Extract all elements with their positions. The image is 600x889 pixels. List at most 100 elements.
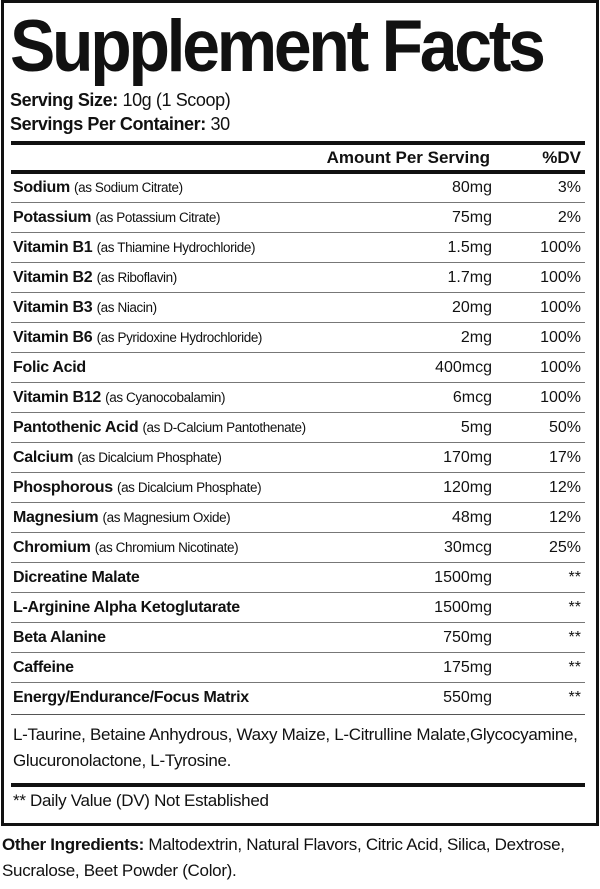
nutrient-amount: 170mg xyxy=(443,449,492,466)
nutrient-label: Phosphorous xyxy=(13,479,113,496)
divider xyxy=(11,714,585,715)
nutrient-amount: 80mg xyxy=(451,179,492,196)
nutrient-dv: 25% xyxy=(548,539,581,556)
table-row: Folic Acid 400mcg 100% xyxy=(11,353,585,383)
nutrient-dv: 100% xyxy=(540,329,581,346)
serving-size-value: 10g (1 Scoop) xyxy=(122,90,231,110)
nutrient-source: (as Sodium Citrate) xyxy=(74,180,183,195)
nutrient-amount: 400mcg xyxy=(435,359,492,376)
servings-label: Servings Per Container: xyxy=(10,114,206,134)
nutrient-name: L-Arginine Alpha Ketoglutarate xyxy=(13,599,240,617)
nutrient-source: (as Riboflavin) xyxy=(96,270,178,285)
nutrient-label: Energy/Endurance/Focus Matrix xyxy=(13,689,249,706)
nutrient-dv: 100% xyxy=(540,239,581,256)
servings-per-container: Servings Per Container: 30 xyxy=(10,113,230,135)
nutrient-dv: 2% xyxy=(557,209,581,226)
nutrient-amount: 20mg xyxy=(451,299,492,316)
table-row: Magnesium (as Magnesium Oxide) 48mg 12% xyxy=(11,503,585,533)
nutrient-dv: 100% xyxy=(540,299,581,316)
table-row: Vitamin B3 (as Niacin) 20mg 100% xyxy=(11,293,585,323)
panel-title: Supplement Facts xyxy=(10,6,546,87)
nutrient-dv: 17% xyxy=(548,449,581,466)
nutrient-label: L-Arginine Alpha Ketoglutarate xyxy=(13,599,240,616)
table-row: Vitamin B12 (as Cyanocobalamin) 6mcg 100% xyxy=(11,383,585,413)
table-row: Caffeine 175mg ** xyxy=(11,653,585,683)
nutrient-source: (as D-Calcium Pantothenate) xyxy=(142,420,306,435)
other-ingredients-value: Maltodextrin, Natural Flavors, Citric Ac… xyxy=(2,835,565,880)
nutrient-amount: 6mcg xyxy=(452,389,492,406)
nutrient-amount: 30mcg xyxy=(443,539,492,556)
nutrient-name: Magnesium (as Magnesium Oxide) xyxy=(13,509,231,527)
nutrient-amount: 1.5mg xyxy=(447,239,492,256)
supplement-facts-panel xyxy=(1,0,599,826)
nutrient-name: Vitamin B3 (as Niacin) xyxy=(13,299,157,317)
nutrient-dv: ** xyxy=(568,599,581,616)
nutrient-source: (as Dicalcium Phosphate) xyxy=(116,480,262,495)
table-row: Energy/Endurance/Focus Matrix 550mg ** xyxy=(11,683,585,712)
nutrient-name: Vitamin B2 (as Riboflavin) xyxy=(13,269,177,287)
table-row: Vitamin B6 (as Pyridoxine Hydrochloride)… xyxy=(11,323,585,353)
nutrient-dv: 3% xyxy=(557,179,581,196)
nutrient-source: (as Pyridoxine Hydrochloride) xyxy=(96,330,263,345)
nutrient-dv: ** xyxy=(568,689,581,706)
nutrient-label: Vitamin B12 xyxy=(13,389,101,406)
other-ingredients-label: Other Ingredients: xyxy=(2,835,144,854)
nutrient-name: Potassium (as Potassium Citrate) xyxy=(13,209,221,227)
nutrient-table: Sodium (as Sodium Citrate) 80mg 3% Potassiu… xyxy=(11,173,585,712)
table-row: Dicreatine Malate 1500mg ** xyxy=(11,563,585,593)
nutrient-name: Caffeine xyxy=(13,659,74,677)
nutrient-label: Calcium xyxy=(13,449,74,466)
nutrient-dv: 12% xyxy=(548,479,581,496)
nutrient-source: (as Magnesium Oxide) xyxy=(102,510,231,525)
nutrient-amount: 175mg xyxy=(443,659,492,676)
nutrient-label: Dicreatine Malate xyxy=(13,569,140,586)
nutrient-label: Vitamin B6 xyxy=(13,329,93,346)
serving-size: Serving Size: 10g (1 Scoop) xyxy=(10,89,231,111)
nutrient-source: (as Dicalcium Phosphate) xyxy=(77,450,222,465)
table-row: L-Arginine Alpha Ketoglutarate 1500mg ** xyxy=(11,593,585,623)
nutrient-dv: 100% xyxy=(540,269,581,286)
nutrient-name: Energy/Endurance/Focus Matrix xyxy=(13,689,249,707)
nutrient-name: Phosphorous (as Dicalcium Phosphate) xyxy=(13,479,262,497)
nutrient-amount: 5mg xyxy=(460,419,492,436)
nutrient-dv: ** xyxy=(568,659,581,676)
nutrient-name: Beta Alanine xyxy=(13,629,106,647)
nutrient-amount: 75mg xyxy=(451,209,492,226)
nutrient-name: Vitamin B6 (as Pyridoxine Hydrochloride) xyxy=(13,329,262,347)
nutrient-name: Sodium (as Sodium Citrate) xyxy=(13,179,183,197)
nutrient-amount: 1500mg xyxy=(434,569,492,586)
table-row: Pantothenic Acid (as D-Calcium Pantothen… xyxy=(11,413,585,443)
table-header: Amount Per Serving %DV xyxy=(11,145,585,170)
servings-value: 30 xyxy=(210,114,230,134)
nutrient-source: (as Thiamine Hydrochloride) xyxy=(96,240,256,255)
nutrient-dv: ** xyxy=(568,569,581,586)
nutrient-amount: 48mg xyxy=(451,509,492,526)
nutrient-label: Vitamin B1 xyxy=(13,239,93,256)
blend-ingredients: L-Taurine, Betaine Anhydrous, Waxy Maize… xyxy=(13,725,578,770)
nutrient-dv: 50% xyxy=(548,419,581,436)
table-row: Phosphorous (as Dicalcium Phosphate) 120m… xyxy=(11,473,585,503)
table-row: Potassium (as Potassium Citrate) 75mg 2% xyxy=(11,203,585,233)
nutrient-label: Beta Alanine xyxy=(13,629,106,646)
nutrient-amount: 2mg xyxy=(460,329,492,346)
divider xyxy=(11,141,585,145)
nutrient-amount: 1500mg xyxy=(434,599,492,616)
nutrient-source: (as Potassium Citrate) xyxy=(95,210,221,225)
amount-header: Amount Per Serving xyxy=(326,148,490,167)
nutrient-label: Vitamin B2 xyxy=(13,269,93,286)
nutrient-amount: 750mg xyxy=(443,629,492,646)
nutrient-label: Caffeine xyxy=(13,659,74,676)
dv-header: %DV xyxy=(542,148,581,167)
nutrient-name: Folic Acid xyxy=(13,359,86,377)
table-row: Calcium (as Dicalcium Phosphate) 170mg 17% xyxy=(11,443,585,473)
nutrient-name: Calcium (as Dicalcium Phosphate) xyxy=(13,449,222,467)
nutrient-label: Potassium xyxy=(13,209,92,226)
nutrient-source: (as Chromium Nicotinate) xyxy=(94,540,239,555)
divider xyxy=(11,170,585,174)
nutrient-label: Magnesium xyxy=(13,509,99,526)
nutrient-amount: 120mg xyxy=(443,479,492,496)
nutrient-name: Chromium (as Chromium Nicotinate) xyxy=(13,539,239,557)
table-row: Vitamin B2 (as Riboflavin) 1.7mg 100% xyxy=(11,263,585,293)
table-row: Vitamin B1 (as Thiamine Hydrochloride) 1.… xyxy=(11,233,585,263)
table-row: Beta Alanine 750mg ** xyxy=(11,623,585,653)
